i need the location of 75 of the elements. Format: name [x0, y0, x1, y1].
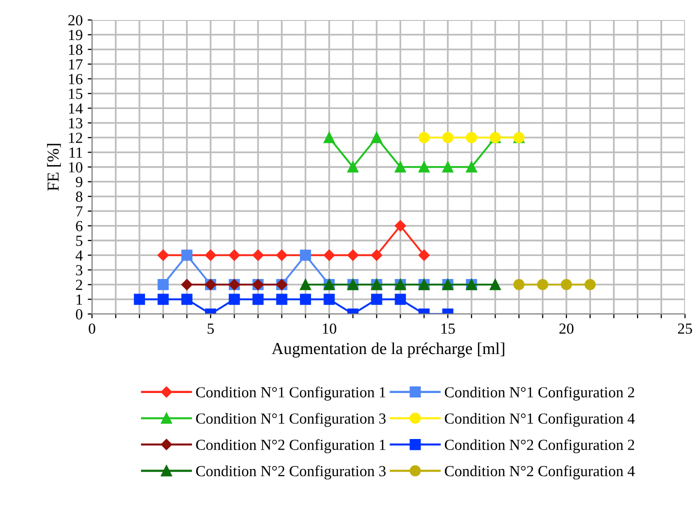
legend-label: Condition N°1 Configuration 2	[444, 386, 634, 401]
legend-label: Condition N°2 Configuration 4	[444, 465, 635, 480]
point	[490, 279, 501, 290]
point	[442, 161, 454, 173]
legend-label: Condition N°2 Configuration 2	[444, 439, 634, 454]
y-tick-label: 13	[69, 118, 82, 128]
y-tick-label: 8	[76, 192, 82, 202]
point	[537, 279, 548, 290]
y-tick-label: 0	[76, 309, 82, 320]
point	[228, 250, 240, 261]
x-tick-label: 25	[678, 324, 692, 334]
y-tick-label: 6	[76, 220, 83, 232]
point	[371, 132, 382, 144]
x-tick-label: 0	[88, 323, 96, 334]
point	[181, 294, 192, 305]
x-tick-label: 5	[208, 324, 214, 334]
point	[371, 294, 382, 305]
point	[300, 279, 312, 290]
point	[324, 132, 335, 144]
point	[513, 279, 525, 290]
point	[134, 294, 145, 305]
point	[584, 279, 596, 290]
point	[442, 132, 454, 144]
point	[560, 279, 572, 290]
legend-label: Condition N°1 Configuration 1	[196, 386, 386, 401]
point	[371, 250, 382, 261]
point	[228, 294, 240, 305]
point	[418, 161, 430, 173]
point	[158, 279, 169, 290]
point	[158, 294, 169, 305]
point	[181, 278, 192, 290]
y-tick-label: 12	[69, 132, 82, 143]
point	[347, 161, 358, 173]
y-tick-label: 15	[69, 88, 82, 99]
point	[252, 250, 264, 261]
y-tick-label: 19	[69, 30, 82, 40]
x-tick-label: 20	[559, 323, 574, 334]
point	[418, 250, 430, 261]
point	[394, 220, 406, 232]
y-tick-label: 5	[76, 236, 82, 246]
y-tick-label: 20	[68, 15, 82, 26]
y-tick-label: 18	[69, 44, 82, 55]
y-tick-label: 11	[70, 148, 82, 158]
point	[466, 161, 478, 173]
x-tick-label: 10	[322, 323, 336, 334]
y-tick-label: 2	[76, 280, 82, 290]
point	[466, 132, 478, 144]
legend-label: Condition N°1 Configuration 4	[444, 412, 635, 427]
y-tick-label: 1	[76, 294, 82, 305]
point	[394, 161, 406, 173]
x-axis-title: Augmentation de la précharge [ml]	[272, 342, 504, 358]
point	[324, 294, 335, 305]
point	[158, 250, 169, 261]
point	[204, 250, 216, 261]
y-axis-title: FE [%]	[47, 144, 61, 191]
point	[418, 132, 430, 144]
point	[394, 294, 406, 305]
y-tick-label: 7	[76, 206, 83, 216]
point	[276, 250, 288, 261]
point	[252, 294, 264, 305]
x-tick-label: 15	[442, 324, 455, 334]
y-tick-label: 17	[69, 59, 83, 70]
point	[300, 294, 312, 305]
y-tick-label: 16	[69, 74, 83, 84]
point	[324, 250, 335, 261]
legend-label: Condition N°2 Configuration 3	[196, 465, 386, 480]
point	[347, 250, 359, 261]
y-tick-label: 9	[76, 176, 82, 188]
point	[276, 294, 288, 305]
y-tick-label: 14	[69, 103, 83, 114]
y-tick-label: 3	[76, 265, 82, 276]
y-tick-label: 10	[69, 162, 82, 172]
legend-label: Condition N°1 Configuration 3	[196, 412, 386, 427]
legend-label: Condition N°2 Configuration 1	[196, 439, 386, 454]
y-tick-label: 4	[76, 250, 83, 260]
